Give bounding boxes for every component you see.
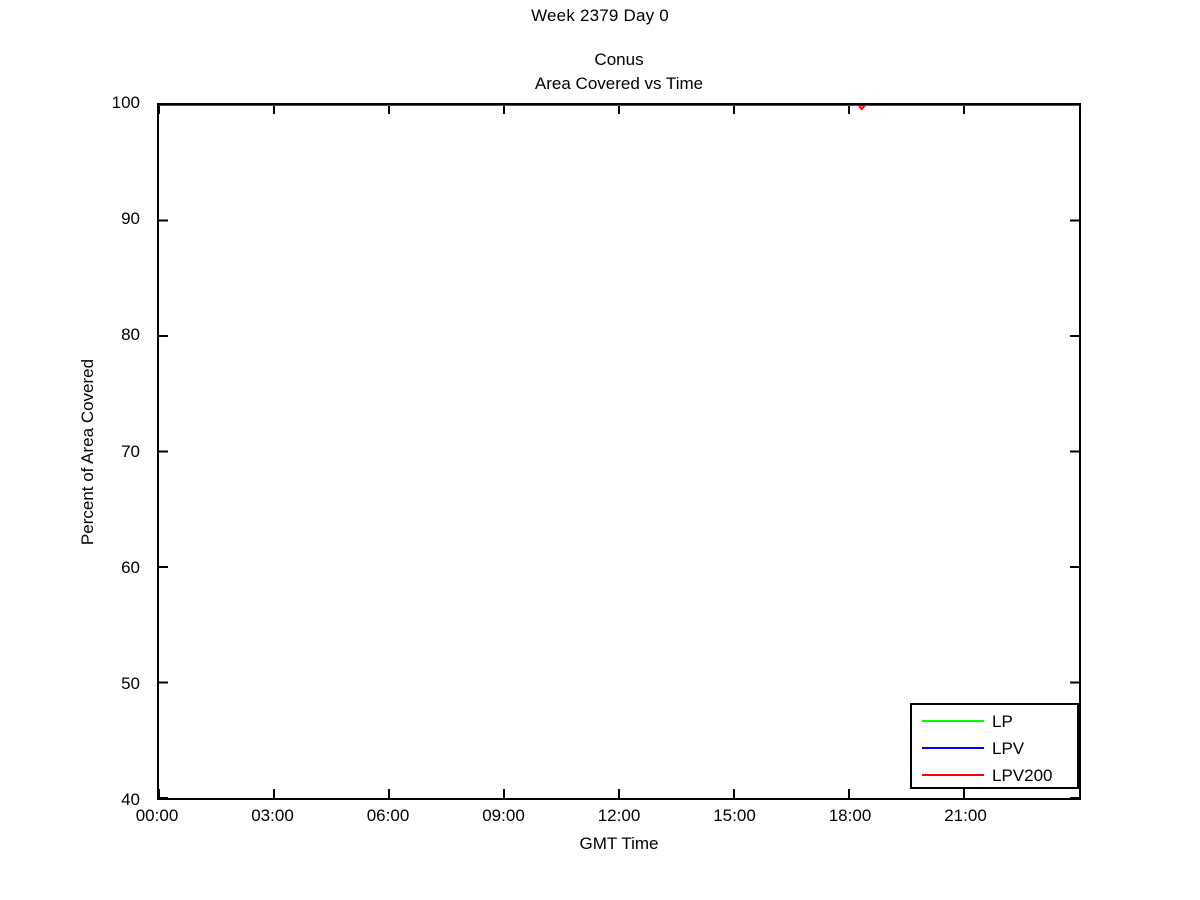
x-tick-label: 15:00: [713, 806, 756, 825]
x-tick-label-group: 00:00 03:00 06:00 09:00 12:00 15:00 18:00 21:00: [136, 806, 1081, 832]
legend-entry[interactable]: LP: [912, 707, 1077, 735]
legend-label: LPV: [992, 738, 1025, 758]
legend-line-swatch: [922, 774, 984, 776]
legend-label: LPV200: [992, 765, 1053, 785]
legend-line-swatch: [922, 720, 984, 722]
x-tick-label: 21:00: [944, 806, 987, 825]
x-tick-label: 12:00: [597, 806, 641, 825]
axis-ticks: [159, 105, 1079, 798]
plot-svg: [159, 105, 1079, 798]
x-axis-label: GMT Time: [579, 834, 659, 853]
y-tick-label: 100: [111, 93, 140, 112]
y-tick-label-group: 40 50 60 70 80 90 100: [0, 93, 150, 809]
legend-entry[interactable]: LPV200: [912, 761, 1077, 789]
legend-label: LP: [992, 711, 1013, 731]
x-tick-label: 18:00: [828, 806, 872, 825]
y-tick-label: 40: [121, 790, 140, 809]
legend-box[interactable]: LP LPV LPV200: [910, 703, 1079, 789]
y-tick-label: 70: [121, 441, 140, 461]
axes-title-line-1: Conus: [594, 50, 644, 69]
y-tick-label: 80: [121, 325, 140, 345]
y-tick-label: 90: [121, 209, 140, 229]
y-tick-label: 60: [121, 557, 140, 577]
figure-suptitle: Week 2379 Day 0: [531, 6, 669, 25]
x-tick-label: 00:00: [135, 806, 179, 825]
axes-title-line-2: Area Covered vs Time: [534, 74, 704, 93]
x-tick-label: 06:00: [366, 806, 410, 825]
legend-line-swatch: [922, 747, 984, 749]
x-tick-label: 03:00: [251, 806, 294, 825]
axes-title: Conus Area Covered vs Time: [157, 48, 1081, 96]
y-tick-label: 50: [121, 673, 140, 693]
legend-entry[interactable]: LPV: [912, 734, 1077, 762]
x-tick-label: 09:00: [482, 806, 525, 825]
plot-area: [157, 103, 1081, 800]
